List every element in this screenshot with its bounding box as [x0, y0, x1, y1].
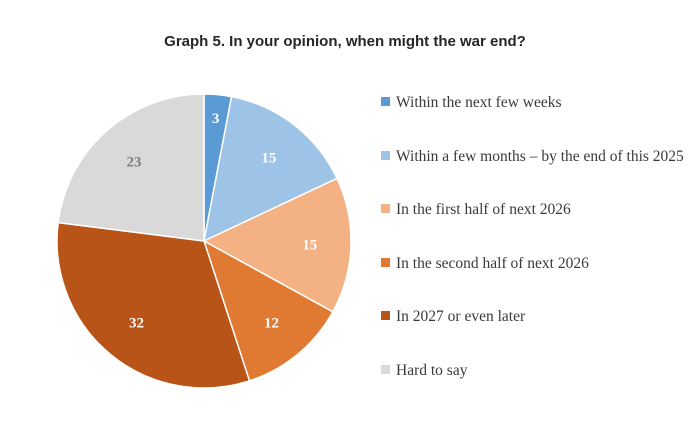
legend-item-within-weeks: Within the next few weeks — [381, 93, 686, 113]
slice-value-label: 3 — [212, 111, 220, 127]
legend-item-2027-or-later: In 2027 or even later — [381, 307, 686, 327]
legend-swatch — [381, 311, 390, 320]
slice-value-label: 12 — [264, 316, 279, 332]
pie-slice-hard-to-say — [57, 93, 205, 242]
legend-label: In the first half of next 2026 — [396, 201, 571, 218]
slice-value-label: 32 — [129, 316, 144, 332]
slice-value-label: 23 — [127, 155, 142, 171]
legend-swatch — [381, 97, 390, 106]
legend-label: Within a few months – by the end of this… — [396, 148, 684, 165]
pie-slice-within-a-few-months-by-the-end-of-this-2025 — [202, 95, 339, 243]
legend-label: Hard to say — [396, 362, 468, 379]
legend-label: Within the next few weeks — [396, 94, 562, 111]
legend-item-first-half-2026: In the first half of next 2026 — [381, 200, 686, 220]
legend-swatch — [381, 204, 390, 213]
legend-item-within-months: Within a few months – by the end of this… — [381, 147, 686, 167]
legend-label: In the second half of next 2026 — [396, 255, 589, 272]
legend-label: In 2027 or even later — [396, 308, 526, 325]
pie-slice-in-the-first-half-of-next-2026 — [202, 177, 352, 313]
pie-slice-in-2027-or-even-later — [56, 221, 251, 389]
legend-item-hard-to-say: Hard to say — [381, 361, 686, 381]
slice-value-label: 15 — [302, 237, 317, 253]
chart-title: Graph 5. In your opinion, when might the… — [164, 33, 526, 50]
legend-swatch — [381, 151, 390, 160]
legend-swatch — [381, 365, 390, 374]
slice-value-label: 15 — [261, 150, 276, 166]
legend-item-second-half-2026: In the second half of next 2026 — [381, 254, 686, 274]
legend-swatch — [381, 258, 390, 267]
pie-slice-in-the-second-half-of-next-2026 — [202, 239, 334, 382]
